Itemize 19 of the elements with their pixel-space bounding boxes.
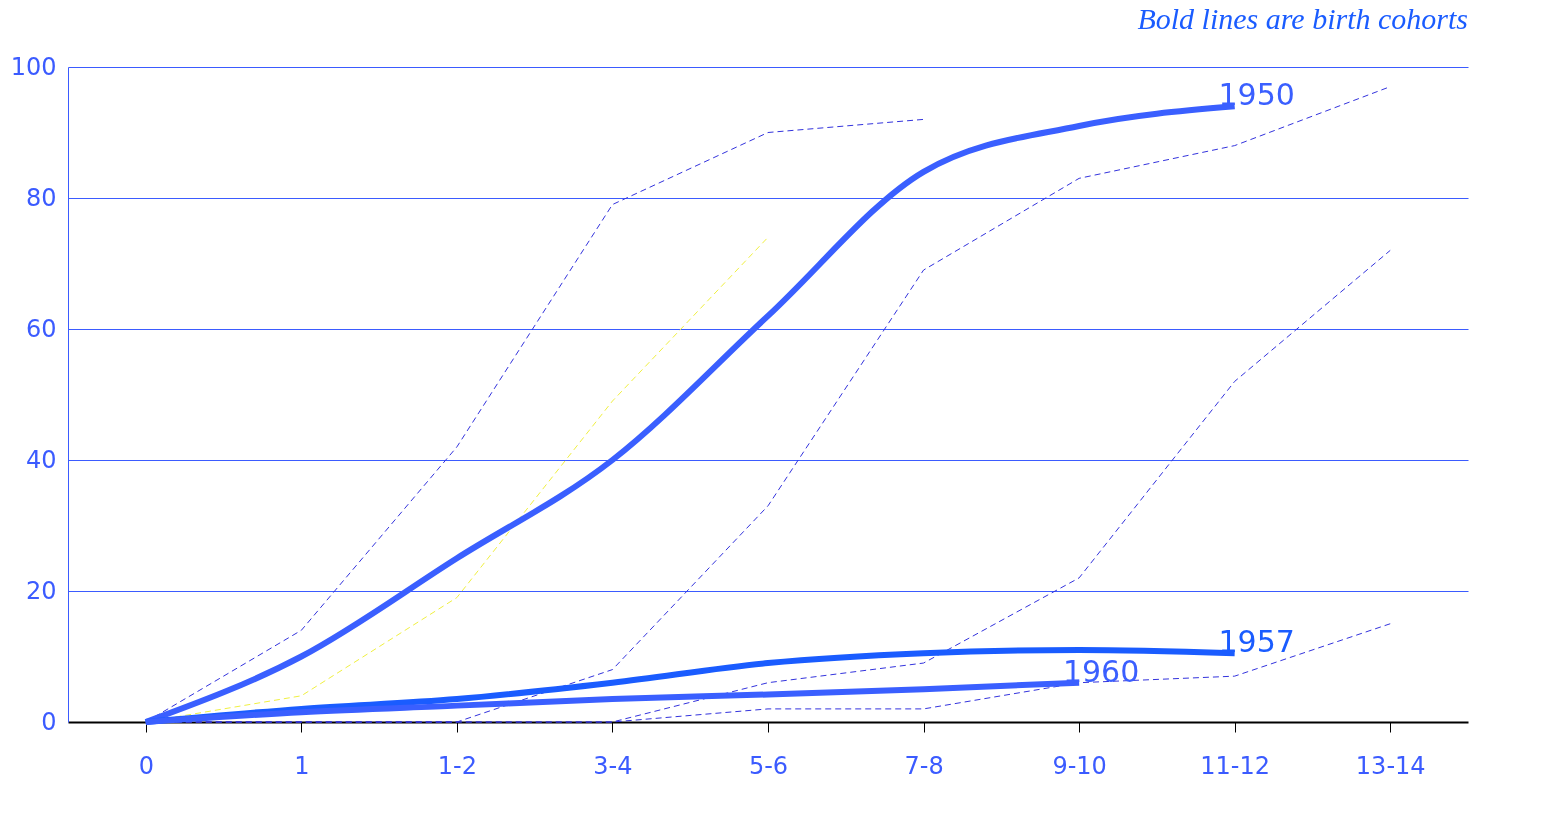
x-tick-label: 1-2 [437, 751, 477, 780]
y-tick-label: 100 [10, 52, 57, 81]
x-tick-label: 3-4 [593, 751, 633, 780]
y-tick-label: 20 [25, 576, 57, 605]
x-tick-label: 5-6 [748, 751, 789, 780]
x-tick-label: 1 [294, 751, 310, 780]
series-label: 1960 [1062, 653, 1140, 689]
series-label: 1950 [1218, 77, 1295, 113]
x-tick-label: 13-14 [1355, 751, 1426, 780]
x-tick-label: 0 [138, 751, 154, 780]
y-tick-label: 80 [25, 183, 57, 212]
series-label: 1957 [1218, 624, 1295, 660]
y-tick-label: 0 [41, 707, 57, 736]
y-tick-label: 60 [25, 314, 57, 343]
y-tick-label: 40 [25, 445, 57, 474]
text: Bold lines are birth cohorts [1137, 2, 1468, 35]
x-tick-label: 7-8 [904, 751, 944, 780]
x-tick-label: 11-12 [1200, 751, 1271, 780]
x-tick-label: 9-10 [1052, 751, 1107, 780]
